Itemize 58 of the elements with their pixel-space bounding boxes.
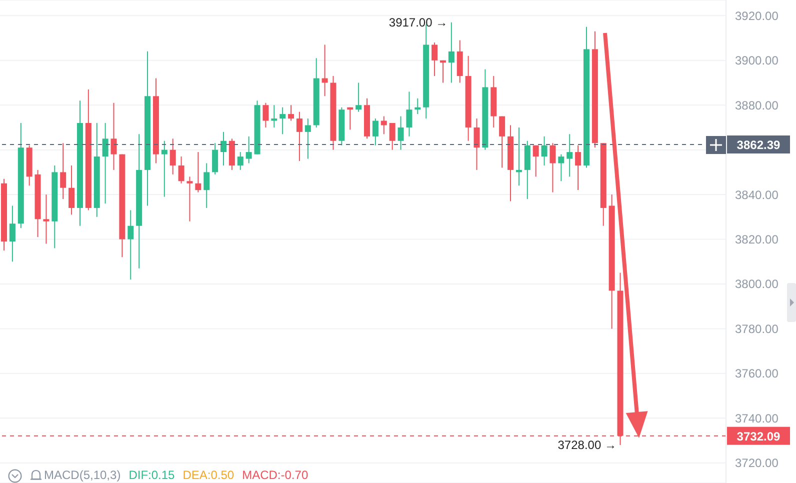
y-tick-label: 3840.00 — [735, 188, 779, 202]
candlestick — [575, 144, 582, 191]
candlestick — [558, 154, 564, 182]
candlestick — [389, 122, 396, 150]
annotation: 3728.00 → — [558, 438, 616, 452]
candlestick — [102, 122, 108, 204]
candlestick — [398, 116, 404, 150]
candlestick — [532, 144, 539, 178]
candlestick — [448, 22, 454, 84]
y-tick-label: 3780.00 — [735, 322, 779, 336]
candlestick — [204, 162, 210, 208]
candlestick — [474, 118, 480, 170]
candlestick — [541, 136, 548, 166]
ref-line-label: 3732.09 — [736, 429, 781, 444]
candlestick — [380, 116, 387, 135]
candlestick — [550, 142, 556, 193]
candlestick — [68, 164, 75, 216]
candlestick — [170, 138, 176, 175]
y-tick-label: 3820.00 — [735, 232, 779, 247]
annotation: DEA:0.50 — [182, 468, 234, 483]
annotation: MACD(5,10,3) — [44, 468, 121, 483]
candlestick — [60, 142, 66, 200]
candlestick — [280, 106, 286, 135]
candlestick — [246, 136, 252, 164]
candlestick — [161, 140, 168, 198]
y-tick-label: 3880.00 — [735, 98, 779, 112]
candlestick — [499, 116, 506, 168]
candlestick — [271, 104, 278, 128]
ref-line-label: 3862.39 — [736, 138, 781, 152]
candlestick — [237, 152, 244, 170]
candlestick — [195, 152, 202, 193]
candlestick — [128, 210, 134, 280]
candlestick — [356, 82, 362, 112]
candlestick — [304, 118, 311, 160]
candlestick — [288, 104, 294, 122]
candlestick — [432, 42, 438, 77]
candlestick — [566, 134, 573, 178]
annotation: DIF:0.15 — [128, 468, 175, 483]
candlestick — [9, 205, 16, 262]
candlestick — [212, 142, 218, 175]
candlestick — [372, 118, 378, 146]
candlestick — [43, 194, 50, 244]
y-tick-label: 3800.00 — [735, 277, 779, 292]
annotation: MACD:-0.70 — [242, 468, 308, 483]
y-tick-label: 3740.00 — [735, 411, 779, 426]
candlestick — [186, 176, 193, 222]
y-tick-label: 3920.00 — [735, 8, 779, 23]
candlestick — [178, 156, 184, 184]
y-tick-label: 3720.00 — [735, 456, 779, 470]
candlestick — [262, 102, 269, 128]
y-tick-label: 3900.00 — [735, 54, 779, 68]
annotation: 3917.00 → — [388, 15, 448, 30]
candlestick — [296, 111, 302, 162]
y-tick-label: 3760.00 — [735, 366, 779, 381]
candlestick — [110, 102, 117, 170]
candlestick — [322, 44, 328, 97]
candlestick — [220, 131, 226, 166]
candlestick — [406, 91, 412, 137]
